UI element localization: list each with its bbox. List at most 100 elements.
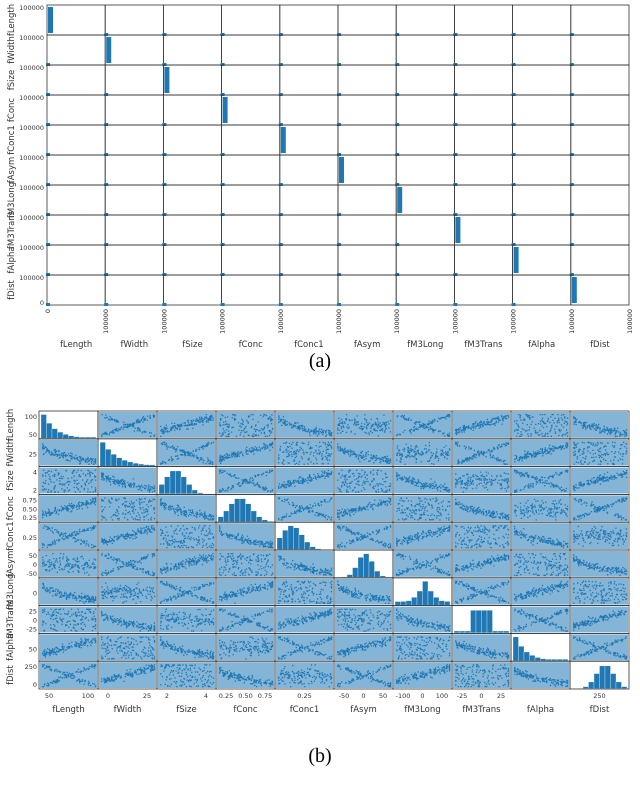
scatter-points [396,636,451,660]
scatter-points [573,441,628,465]
matrix-cell [395,124,455,156]
y-axis-label: fConc1 [7,125,17,155]
matrix-cell [46,4,106,36]
x-tick-label: -25 [457,692,468,700]
scatter-point [104,123,109,126]
histogram-bar [470,610,477,634]
matrix-cell [104,34,164,66]
histogram-bar [339,157,344,183]
scatter-point [162,183,167,186]
matrix-cell [453,4,513,36]
histogram-bar [138,463,145,467]
histogram-bar [315,548,322,550]
matrix-cell [162,154,222,186]
histogram-bar [223,510,230,522]
histogram-bar [513,247,519,273]
histogram-bar [256,516,263,522]
scatter-points [514,608,569,632]
scatter-point [220,243,225,246]
scatter-point [337,213,341,216]
y-axis-label: fAlpha [7,246,17,273]
histogram-bar [228,503,235,522]
x-axis-label: fLength [52,705,84,715]
scatter-points [42,469,97,493]
scatter-points [219,469,274,493]
y-axis-label: fDist [7,280,17,300]
scatter-point [46,273,50,276]
scatter-point [395,33,400,36]
scatter-point [104,303,109,306]
x-axis-label: fAlpha [527,705,554,715]
scatter-points [396,497,451,521]
matrix-cell [570,64,630,96]
x-tick-label: 0 [479,692,483,700]
scatter-point [453,93,458,96]
scatter-point [278,93,283,96]
scatter-point [46,213,50,216]
scatter-points [219,441,274,465]
scatter-points [455,441,510,465]
scatter-points [396,664,451,685]
scatter-point [46,123,50,126]
x-tick-label: 100 [82,692,94,700]
scatter-points [160,498,215,521]
histogram-bar [397,187,403,213]
histogram-bar [197,492,204,495]
histogram-bar [503,630,510,634]
scatter-points [278,608,333,630]
scatter-points [219,636,274,660]
scatter-point [569,33,574,36]
histogram-bar [481,610,488,634]
histogram-bar [282,530,289,550]
y-tick-label: 100000 [19,64,44,72]
matrix-cell [337,4,397,36]
x-tick-label: 0.50 [238,692,252,700]
y-tick-label: 25 [29,608,37,616]
scatter-points [219,666,274,688]
histogram-bar [400,601,407,606]
matrix-cell [512,64,572,96]
x-axis-label: fConc [233,705,258,715]
scatter-points [160,580,215,604]
scatter-point [278,63,283,66]
matrix-cell [395,94,455,126]
histogram-bar [73,436,80,439]
scatter-point [337,63,341,66]
x-tick-label: 100000 [335,309,343,334]
y-tick-label: 50 [29,645,37,653]
matrix-cell [512,214,572,246]
histogram-bar [422,581,429,606]
scatter-points [42,443,97,465]
histogram-bar [588,681,595,689]
matrix-cell [46,94,106,126]
scatter-point [46,63,50,66]
matrix-cell [104,4,164,36]
matrix-cell [570,214,630,246]
matrix-cell [512,274,572,306]
x-axis-label: fM3Trans [462,705,501,715]
histogram-bar [433,597,440,606]
matrix-cell [337,184,397,216]
histogram-bar [405,600,412,606]
histogram-bar [106,37,112,63]
scatter-points [396,553,451,577]
scatter-point [337,123,341,126]
y-tick-label: 50 [29,552,37,560]
scatter-points [514,580,569,602]
matrix-cell [395,214,455,246]
x-tick-label: 25 [143,692,151,700]
histogram-bar [486,610,493,634]
histogram-bar [599,665,606,689]
y-tick-label: 0 [33,617,37,625]
scatter-point [278,243,283,246]
scatter-point [569,63,574,66]
matrix-cell [46,274,106,306]
matrix-cell [395,184,455,216]
histogram-bar [492,630,499,634]
scatter-point [104,183,109,186]
scatter-point [569,153,574,156]
histogram-bar [562,659,569,661]
x-tick-label: 0 [361,692,365,700]
histogram-bar [191,489,198,495]
